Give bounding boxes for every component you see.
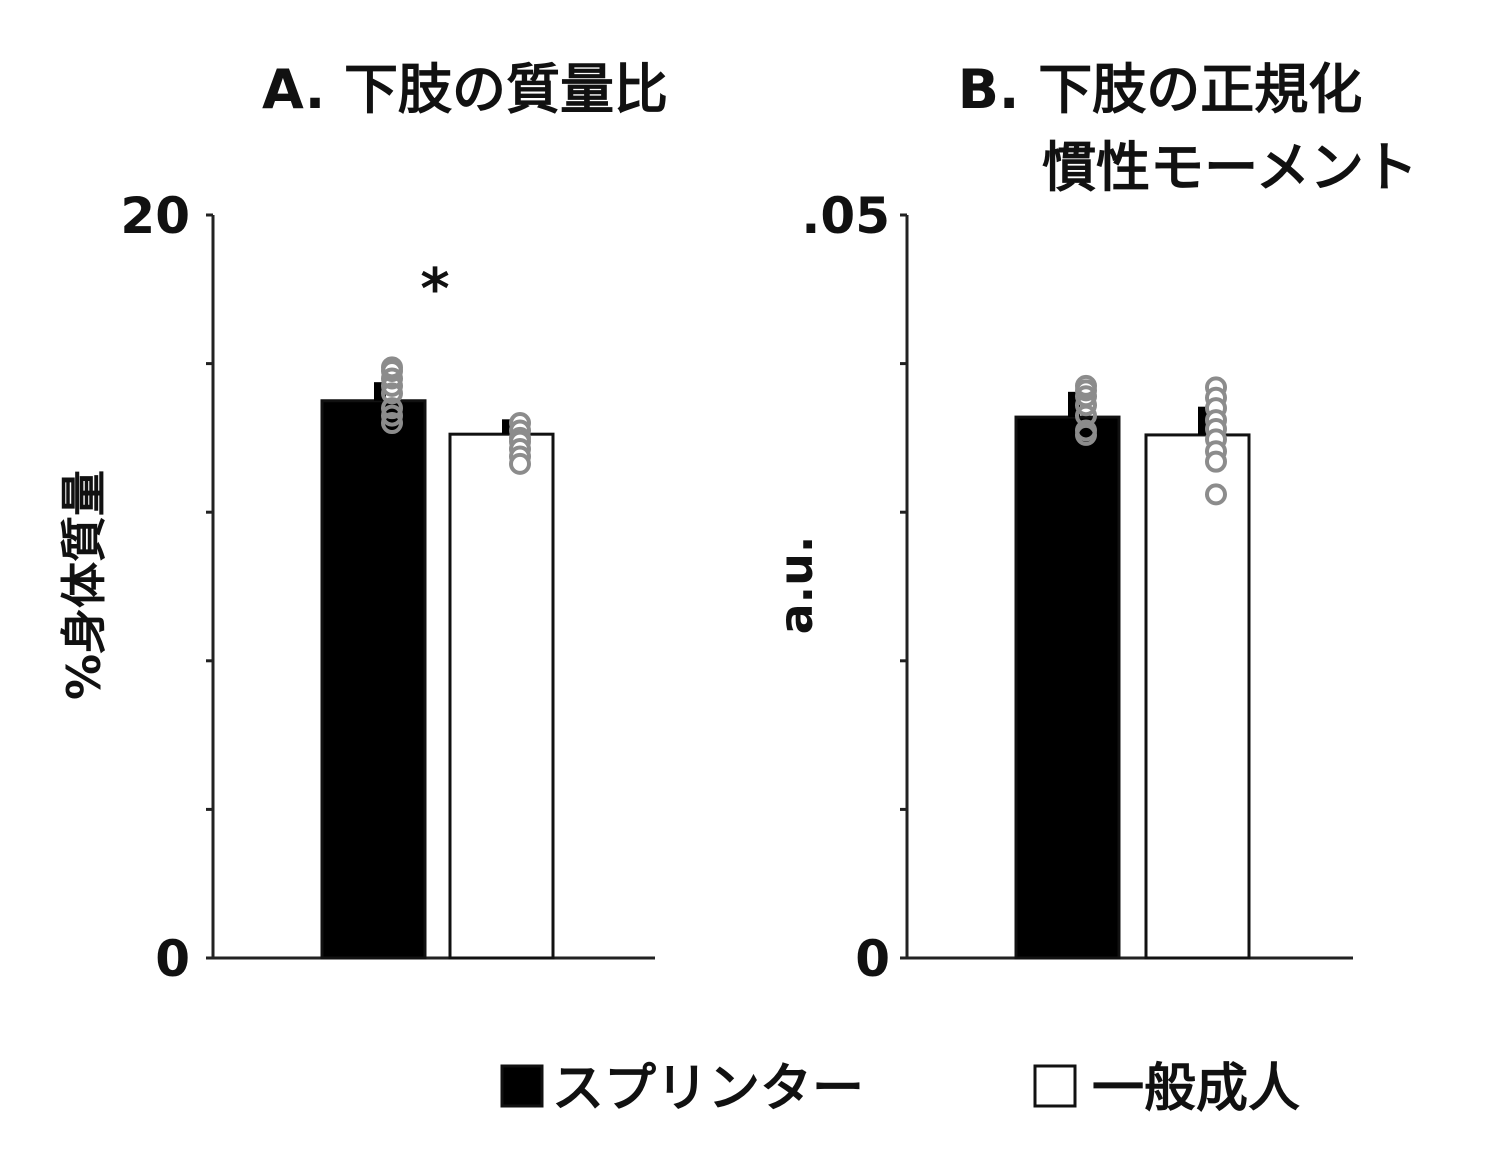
chart-title-line: 慣性モーメント bbox=[1042, 136, 1418, 199]
bar-sprinter bbox=[320, 399, 427, 960]
data-point bbox=[381, 356, 403, 379]
chart-title: B. 下肢の正規化慣性モーメント bbox=[958, 58, 1418, 199]
data-point bbox=[1075, 423, 1097, 446]
y-axis-label: %身体質量 bbox=[57, 470, 111, 700]
data-point bbox=[1205, 483, 1227, 506]
y-tick-label: .05 bbox=[801, 187, 890, 245]
data-point bbox=[1075, 394, 1097, 417]
data-point bbox=[381, 382, 403, 405]
bar-sprinter bbox=[1014, 415, 1121, 960]
data-point bbox=[1205, 450, 1227, 473]
legend-swatch-sprinter bbox=[500, 1064, 544, 1108]
y-tick-label: 0 bbox=[155, 930, 190, 988]
data-point bbox=[381, 397, 403, 420]
legend: スプリンター 一般成人 bbox=[500, 1059, 1300, 1119]
legend-swatch-general bbox=[1033, 1064, 1077, 1108]
chart-title-line: A. 下肢の質量比 bbox=[262, 58, 668, 121]
chart-title-line: B. 下肢の正規化 bbox=[958, 58, 1362, 121]
data-point bbox=[381, 404, 403, 427]
y-tick-label: 20 bbox=[120, 187, 190, 245]
data-point bbox=[381, 412, 403, 435]
legend-label-sprinter: スプリンター bbox=[552, 1059, 864, 1119]
bar-general bbox=[448, 432, 555, 960]
data-point bbox=[381, 367, 403, 390]
data-point bbox=[509, 452, 531, 475]
bar-general bbox=[1144, 433, 1251, 960]
significance-marker: * bbox=[420, 257, 449, 322]
legend-label-general: 一般成人 bbox=[1092, 1059, 1300, 1119]
y-axis-label: a.u. bbox=[769, 536, 823, 635]
chart-title: A. 下肢の質量比 bbox=[262, 58, 668, 121]
chart-panel-a: A. 下肢の質量比 0 20 %身体質量 * bbox=[57, 58, 668, 988]
chart-panel-b: B. 下肢の正規化慣性モーメント 0 .05 a.u. bbox=[769, 58, 1418, 988]
y-tick-label: 0 bbox=[855, 930, 890, 988]
